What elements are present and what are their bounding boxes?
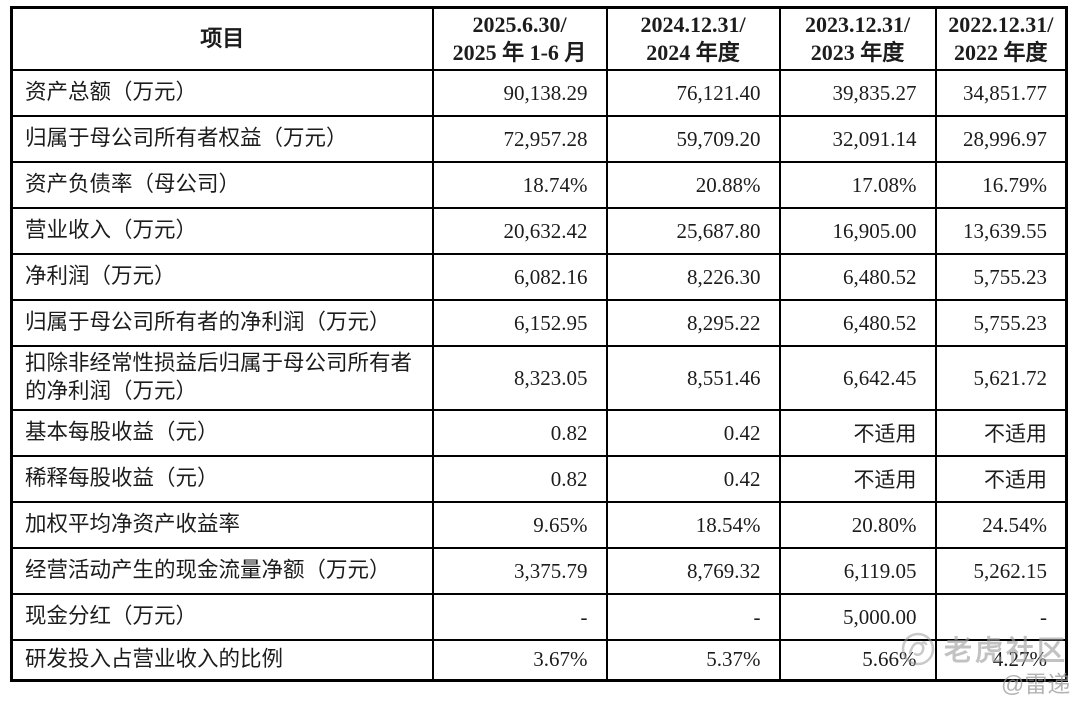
cell-value: 不适用 (778, 409, 937, 458)
column-header-item-label: 项目 (200, 26, 245, 52)
cell-value: - (934, 593, 1068, 642)
cell-value: 13,639.55 (934, 207, 1068, 256)
table-row-parent-net-profit: 归属于母公司所有者的净利润（万元） 6,152.95 8,295.22 6,48… (10, 299, 1068, 348)
cell-value: 18.74% (431, 161, 608, 210)
period-line: 2024 年度 (646, 40, 740, 66)
cell-value: - (431, 593, 608, 642)
row-label: 加权平均净资产收益率 (10, 501, 434, 550)
row-label: 研发投入占营业收入的比例 (10, 639, 434, 682)
cell-value: 4.27% (934, 639, 1068, 682)
cell-value: 8,323.05 (431, 345, 608, 412)
cell-value: 6,480.52 (778, 253, 937, 302)
column-header-period-2022: 2022.12.31/ 2022 年度 (934, 6, 1068, 72)
cell-value: 18.54% (605, 501, 781, 550)
row-label: 基本每股收益（元） (10, 409, 434, 458)
cell-value: 5.66% (778, 639, 937, 682)
cell-value: 5,755.23 (934, 299, 1068, 348)
cell-value: 5,000.00 (778, 593, 937, 642)
cell-value: 6,642.45 (778, 345, 937, 412)
table-row-rd-ratio: 研发投入占营业收入的比例 3.67% 5.37% 5.66% 4.27% (10, 639, 1068, 682)
cell-value: 16.79% (934, 161, 1068, 210)
cell-value: 0.42 (605, 409, 781, 458)
table-row-operating-cash-flow: 经营活动产生的现金流量净额（万元） 3,375.79 8,769.32 6,11… (10, 547, 1068, 596)
column-header-period-2023: 2023.12.31/ 2023 年度 (778, 6, 937, 72)
cell-value: 5,262.15 (934, 547, 1068, 596)
cell-value: 不适用 (778, 455, 937, 504)
cell-value: 90,138.29 (431, 69, 608, 118)
cell-value: 39,835.27 (778, 69, 937, 118)
cell-value: 17.08% (778, 161, 937, 210)
cell-value: 0.82 (431, 455, 608, 504)
cell-value: 24.54% (934, 501, 1068, 550)
period-line: 2022 年度 (953, 40, 1048, 66)
cell-value: 不适用 (934, 409, 1068, 458)
cell-value: 不适用 (934, 455, 1068, 504)
table-row-total-assets: 资产总额（万元） 90,138.29 76,121.40 39,835.27 3… (10, 69, 1068, 118)
cell-value: 3,375.79 (431, 547, 608, 596)
cell-value: 76,121.40 (605, 69, 781, 118)
period-line: 2024.12.31/ (640, 12, 746, 37)
table-row-debt-ratio: 资产负债率（母公司） 18.74% 20.88% 17.08% 16.79% (10, 161, 1068, 210)
period-line: 2022.12.31/ (948, 12, 1054, 37)
cell-value: 6,119.05 (778, 547, 937, 596)
row-label: 资产负债率（母公司） (10, 161, 434, 210)
row-label: 资产总额（万元） (10, 69, 434, 118)
cell-value: - (605, 593, 781, 642)
row-label: 营业收入（万元） (10, 207, 434, 256)
table-row-revenue: 营业收入（万元） 20,632.42 25,687.80 16,905.00 1… (10, 207, 1068, 256)
cell-value: 6,480.52 (778, 299, 937, 348)
cell-value: 6,152.95 (431, 299, 608, 348)
cell-value: 9.65% (431, 501, 608, 550)
table-row-basic-eps: 基本每股收益（元） 0.82 0.42 不适用 不适用 (10, 409, 1068, 458)
cell-value: 8,226.30 (605, 253, 781, 302)
cell-value: 5.37% (605, 639, 781, 682)
row-label: 经营活动产生的现金流量净额（万元） (10, 547, 434, 596)
period-line: 2025 年 1-6 月 (452, 40, 587, 66)
row-label: 稀释每股收益（元） (10, 455, 434, 504)
table-row-parent-equity: 归属于母公司所有者权益（万元） 72,957.28 59,709.20 32,0… (10, 115, 1068, 164)
row-label: 扣除非经常性损益后归属于母公司所有者的净利润（万元） (10, 345, 434, 412)
row-label: 归属于母公司所有者权益（万元） (10, 115, 434, 164)
column-header-period-2024: 2024.12.31/ 2024 年度 (605, 6, 781, 72)
cell-value: 20,632.42 (431, 207, 608, 256)
cell-value: 20.88% (605, 161, 781, 210)
cell-value: 8,769.32 (605, 547, 781, 596)
table-row-cash-dividend: 现金分红（万元） - - 5,000.00 - (10, 593, 1068, 642)
financial-summary-table: 项目 2025.6.30/ 2025 年 1-6 月 2024.12.31/ 2… (10, 6, 1068, 682)
period-line: 2023 年度 (810, 40, 905, 66)
cell-value: 3.67% (431, 639, 608, 682)
period-line: 2023.12.31/ (804, 12, 911, 37)
column-header-period-2025h1: 2025.6.30/ 2025 年 1-6 月 (431, 6, 608, 72)
cell-value: 8,295.22 (605, 299, 781, 348)
cell-value: 5,621.72 (934, 345, 1068, 412)
table-row-deducted-net-profit: 扣除非经常性损益后归属于母公司所有者的净利润（万元） 8,323.05 8,55… (10, 345, 1068, 412)
cell-value: 72,957.28 (431, 115, 608, 164)
column-header-item: 项目 (10, 6, 434, 72)
cell-value: 59,709.20 (605, 115, 781, 164)
period-line: 2025.6.30/ (472, 12, 567, 37)
cell-value: 25,687.80 (605, 207, 781, 256)
table-header-row: 项目 2025.6.30/ 2025 年 1-6 月 2024.12.31/ 2… (10, 6, 1068, 72)
cell-value: 20.80% (778, 501, 937, 550)
cell-value: 8,551.46 (605, 345, 781, 412)
cell-value: 0.42 (605, 455, 781, 504)
row-label: 净利润（万元） (10, 253, 434, 302)
table-row-weighted-roe: 加权平均净资产收益率 9.65% 18.54% 20.80% 24.54% (10, 501, 1068, 550)
table-row-diluted-eps: 稀释每股收益（元） 0.82 0.42 不适用 不适用 (10, 455, 1068, 504)
cell-value: 34,851.77 (934, 69, 1068, 118)
row-label: 现金分红（万元） (10, 593, 434, 642)
cell-value: 0.82 (431, 409, 608, 458)
cell-value: 28,996.97 (934, 115, 1068, 164)
table-row-net-profit: 净利润（万元） 6,082.16 8,226.30 6,480.52 5,755… (10, 253, 1068, 302)
cell-value: 32,091.14 (778, 115, 937, 164)
cell-value: 6,082.16 (431, 253, 608, 302)
cell-value: 5,755.23 (934, 253, 1068, 302)
watermark-author: @雷递 (1001, 671, 1071, 697)
cell-value: 16,905.00 (778, 207, 937, 256)
row-label: 归属于母公司所有者的净利润（万元） (10, 299, 434, 348)
